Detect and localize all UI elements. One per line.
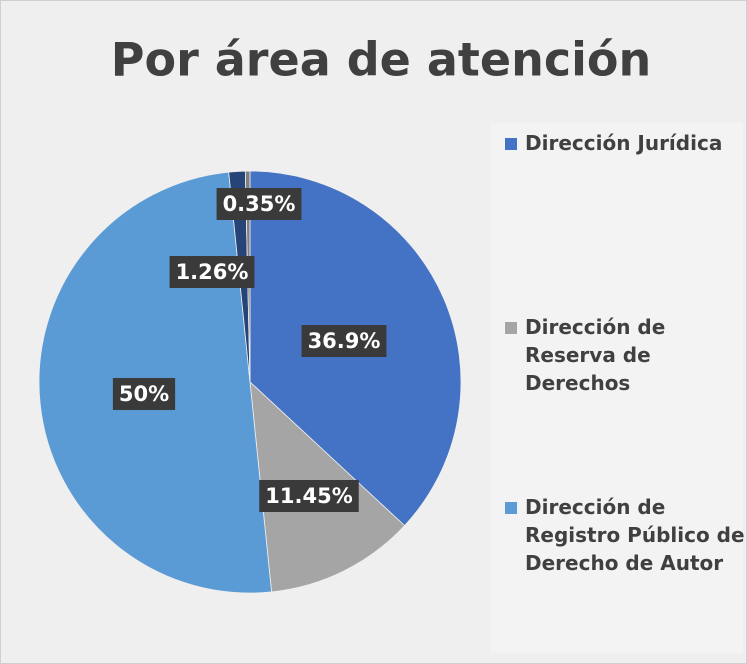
data-label: 1.26% [169,256,255,288]
data-label-text: 1.26% [176,260,249,284]
legend-label: Dirección Jurídica [525,131,723,155]
data-label-box [259,480,359,512]
data-label: 36.9% [301,325,387,357]
data-label-box [301,325,387,357]
data-label-box [112,378,176,410]
data-label-text: 11.45% [265,484,352,508]
data-label-text: 50% [119,382,169,406]
legend-item: Dirección de Registro Público del Derech… [505,493,747,577]
data-label: 11.45% [259,480,359,512]
legend-item: Dirección de Reserva de Derechos [505,313,746,397]
legend-swatch [505,502,517,514]
chart-title: Por área de atención [111,33,652,87]
data-label-box [216,188,302,220]
data-label: 0.35% [216,188,302,220]
legend-swatch [505,322,517,334]
data-label-text: 36.9% [308,329,381,353]
data-label-box [169,256,255,288]
legend: Dirección Jurídica Dirección de Reserva d… [491,123,746,653]
legend-label: Dirección de Reserva de Derechos [525,315,666,395]
legend-item: Dirección Jurídica [505,129,746,157]
legend-swatch [505,138,517,150]
data-label: 50% [112,378,176,410]
legend-label: Dirección de Registro Público del Derech… [525,495,747,575]
data-label-text: 0.35% [223,192,296,216]
